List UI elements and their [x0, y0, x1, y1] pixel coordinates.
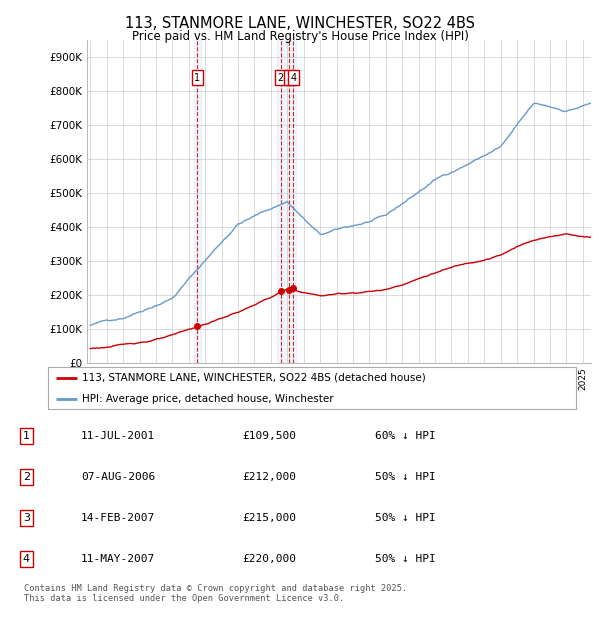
Text: £212,000: £212,000	[242, 472, 296, 482]
Bar	[194, 40, 201, 363]
Text: 50% ↓ HPI: 50% ↓ HPI	[375, 554, 436, 564]
Text: 113, STANMORE LANE, WINCHESTER, SO22 4BS (detached house): 113, STANMORE LANE, WINCHESTER, SO22 4BS…	[82, 373, 426, 383]
Text: 60% ↓ HPI: 60% ↓ HPI	[375, 431, 436, 441]
Text: 2: 2	[23, 472, 30, 482]
Text: 3: 3	[286, 73, 292, 82]
Text: £215,000: £215,000	[242, 513, 296, 523]
Text: 3: 3	[23, 513, 30, 523]
Text: 113, STANMORE LANE, WINCHESTER, SO22 4BS: 113, STANMORE LANE, WINCHESTER, SO22 4BS	[125, 16, 475, 30]
Text: Price paid vs. HM Land Registry's House Price Index (HPI): Price paid vs. HM Land Registry's House …	[131, 30, 469, 43]
Text: £220,000: £220,000	[242, 554, 296, 564]
Text: 11-MAY-2007: 11-MAY-2007	[81, 554, 155, 564]
Text: £109,500: £109,500	[242, 431, 296, 441]
Text: 4: 4	[23, 554, 30, 564]
Text: 2: 2	[278, 73, 284, 82]
Text: 50% ↓ HPI: 50% ↓ HPI	[375, 513, 436, 523]
Text: 07-AUG-2006: 07-AUG-2006	[81, 472, 155, 482]
Text: Contains HM Land Registry data © Crown copyright and database right 2025.
This d: Contains HM Land Registry data © Crown c…	[24, 584, 407, 603]
Text: 14-FEB-2007: 14-FEB-2007	[81, 513, 155, 523]
Text: 11-JUL-2001: 11-JUL-2001	[81, 431, 155, 441]
Text: 50% ↓ HPI: 50% ↓ HPI	[375, 472, 436, 482]
Bar	[277, 40, 296, 363]
Text: 1: 1	[194, 73, 200, 82]
Text: 4: 4	[290, 73, 296, 82]
Text: 1: 1	[23, 431, 30, 441]
Text: HPI: Average price, detached house, Winchester: HPI: Average price, detached house, Winc…	[82, 394, 334, 404]
